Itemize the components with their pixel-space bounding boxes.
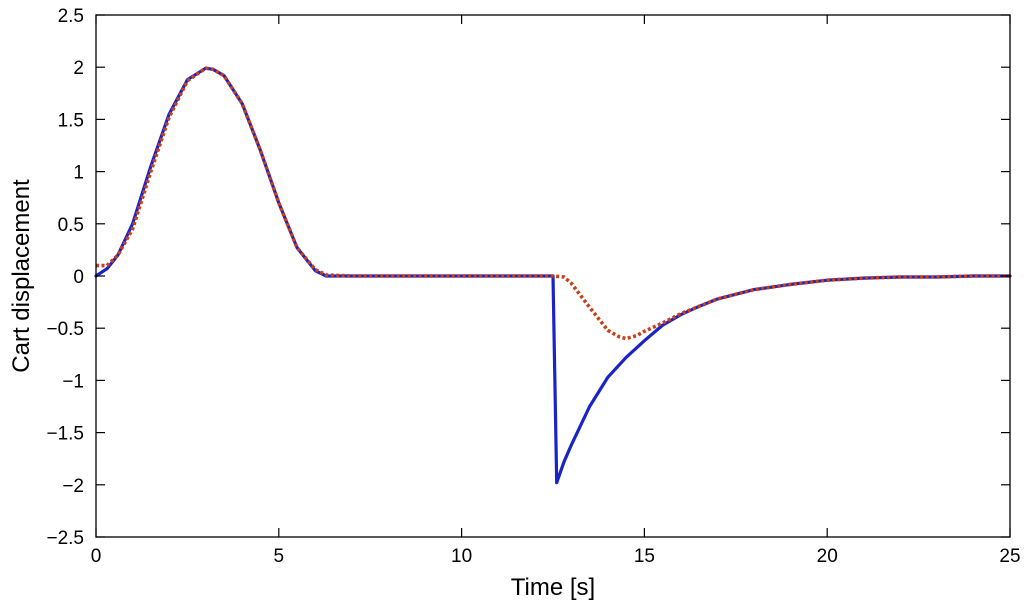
y-tick-label: −1 bbox=[62, 371, 84, 392]
y-tick-label: 0.5 bbox=[58, 215, 84, 236]
y-tick-label: −2 bbox=[62, 476, 84, 497]
x-axis-label: Time [s] bbox=[511, 574, 595, 601]
x-tick-label: 0 bbox=[91, 546, 102, 567]
y-tick-label: 0 bbox=[73, 267, 84, 288]
x-tick-label: 5 bbox=[274, 546, 285, 567]
x-tick-label: 20 bbox=[817, 546, 838, 567]
x-tick-label: 15 bbox=[634, 546, 655, 567]
y-tick-label: −0.5 bbox=[46, 319, 84, 340]
tick-layer: 0 5 10 15 20 25 2.5 2 1.5 1 0.5 0 −0.5 −1 −1.5 −2 −2.5 bbox=[46, 6, 1020, 567]
series-layer bbox=[94, 66, 1012, 485]
y-tick-label: 1.5 bbox=[58, 110, 84, 131]
y-tick-label: −1.5 bbox=[46, 424, 84, 445]
series-line-2 bbox=[96, 66, 1010, 341]
x-tick-label: 10 bbox=[451, 546, 472, 567]
y-tick-label: −2.5 bbox=[46, 528, 84, 549]
y-axis-label: Cart displacement bbox=[8, 179, 35, 373]
y-tick-label: 2 bbox=[73, 58, 84, 79]
y-tick-label: 2.5 bbox=[58, 6, 84, 27]
x-tick-label: 25 bbox=[999, 546, 1020, 567]
y-tick-label: 1 bbox=[73, 163, 84, 184]
